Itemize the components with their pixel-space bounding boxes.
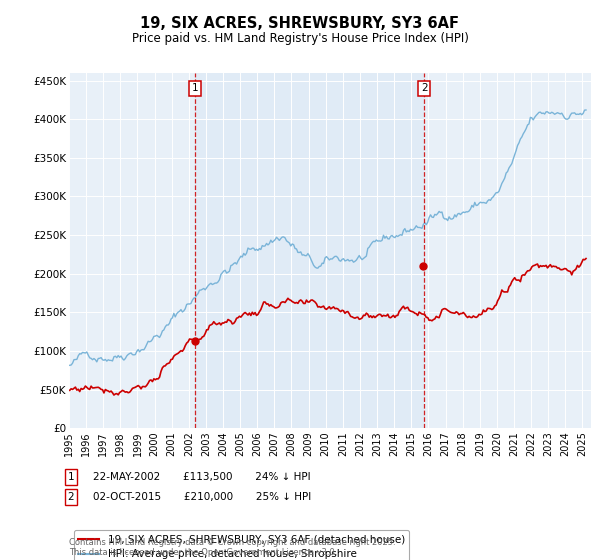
Text: 19, SIX ACRES, SHREWSBURY, SY3 6AF: 19, SIX ACRES, SHREWSBURY, SY3 6AF (140, 16, 460, 31)
Text: 02-OCT-2015       £210,000       25% ↓ HPI: 02-OCT-2015 £210,000 25% ↓ HPI (93, 492, 311, 502)
Text: Contains HM Land Registry data © Crown copyright and database right 2025.
This d: Contains HM Land Registry data © Crown c… (69, 538, 395, 557)
Text: 22-MAY-2002       £113,500       24% ↓ HPI: 22-MAY-2002 £113,500 24% ↓ HPI (93, 472, 311, 482)
Text: 1: 1 (192, 83, 199, 94)
Text: Price paid vs. HM Land Registry's House Price Index (HPI): Price paid vs. HM Land Registry's House … (131, 32, 469, 45)
Legend: 19, SIX ACRES, SHREWSBURY, SY3 6AF (detached house), HPI: Average price, detache: 19, SIX ACRES, SHREWSBURY, SY3 6AF (deta… (74, 530, 409, 560)
Text: 2: 2 (421, 83, 427, 94)
Bar (195, 73, 424, 428)
Text: 1: 1 (67, 472, 74, 482)
Text: 2: 2 (67, 492, 74, 502)
